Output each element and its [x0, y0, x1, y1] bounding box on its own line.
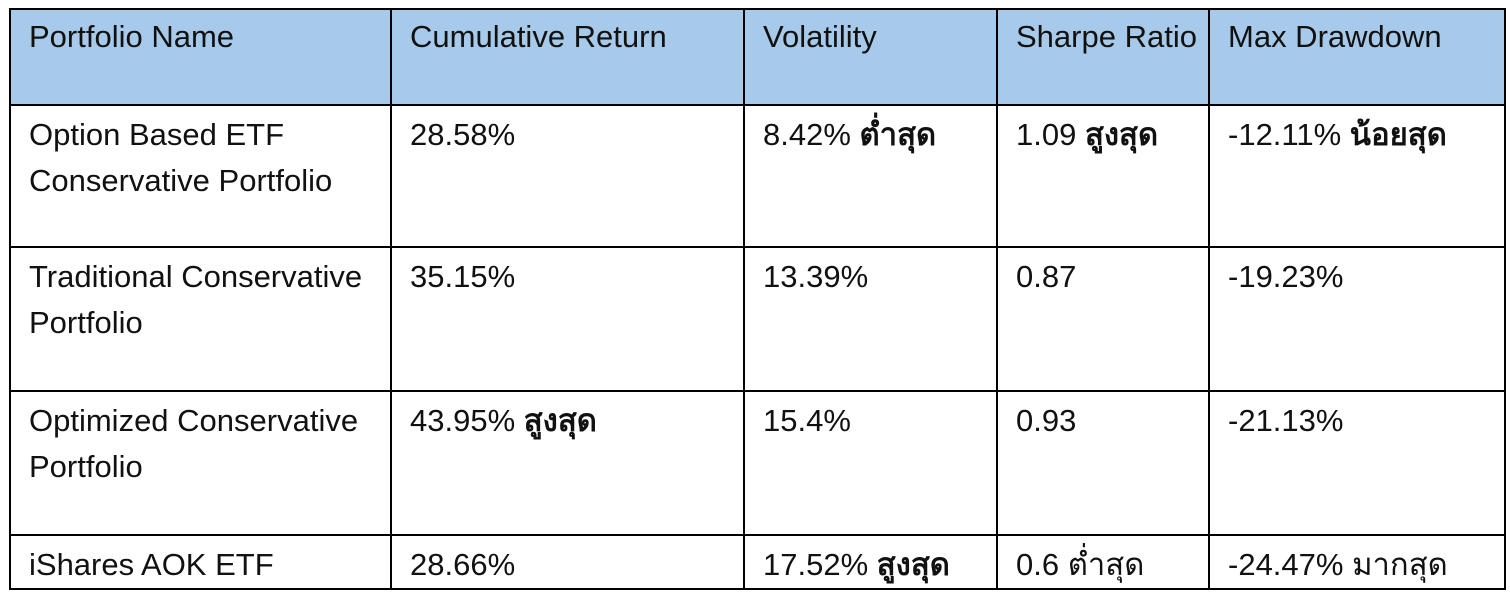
max-drawdown-cell: -12.11% น้อยสุด — [1208, 104, 1506, 248]
cumulative-return-value: 35.15% — [410, 259, 516, 294]
portfolio-name-cell: iShares AOK ETF — [9, 534, 392, 590]
volatility-value: 8.42% — [763, 117, 851, 152]
header-sharpe-ratio: Sharpe Ratio — [996, 8, 1210, 106]
volatility-cell: 13.39% — [743, 246, 998, 392]
header-portfolio-name: Portfolio Name — [9, 8, 392, 106]
volatility-value: 13.39% — [763, 259, 869, 294]
cumulative-return-cell: 35.15% — [390, 246, 745, 392]
volatility-value: 17.52% — [763, 547, 869, 582]
sharpe-ratio-cell: 0.6 ต่ำสุด — [996, 534, 1210, 590]
sharpe-ratio-value: 0.93 — [1016, 403, 1077, 438]
portfolio-name-cell: Optimized Conservative Portfolio — [9, 390, 392, 536]
sharpe-ratio-cell: 0.87 — [996, 246, 1210, 392]
cumulative-return-value: 43.95% — [410, 403, 516, 438]
max-drawdown-note: มากสุด — [1352, 547, 1448, 582]
portfolio-name-cell: Traditional Conservative Portfolio — [9, 246, 392, 392]
portfolio-name-cell: Option Based ETF Conservative Portfolio — [9, 104, 392, 248]
volatility-cell: 15.4% — [743, 390, 998, 536]
portfolio-comparison-table: Portfolio Name Cumulative Return Volatil… — [9, 8, 1506, 590]
sharpe-ratio-value: 0.87 — [1016, 259, 1077, 294]
cumulative-return-cell: 28.66% — [390, 534, 745, 590]
header-max-drawdown: Max Drawdown — [1208, 8, 1506, 106]
sharpe-ratio-value: 0.6 — [1016, 547, 1060, 582]
max-drawdown-value: -19.23% — [1228, 259, 1344, 294]
max-drawdown-cell: -21.13% — [1208, 390, 1506, 536]
sharpe-ratio-value: 1.09 — [1016, 117, 1077, 152]
header-cumulative-return: Cumulative Return — [390, 8, 745, 106]
sharpe-ratio-note: สูงสุด — [1084, 117, 1159, 152]
table-row: iShares AOK ETF 28.66% 17.52% สูงสุด 0.6… — [9, 534, 1506, 590]
table-header-row: Portfolio Name Cumulative Return Volatil… — [9, 8, 1506, 106]
volatility-note: ต่ำสุด — [859, 117, 937, 152]
cumulative-return-cell: 43.95% สูงสุด — [390, 390, 745, 536]
cumulative-return-note: สูงสุด — [523, 403, 597, 438]
cumulative-return-cell: 28.58% — [390, 104, 745, 248]
table-row: Option Based ETF Conservative Portfolio … — [9, 104, 1506, 248]
volatility-value: 15.4% — [763, 403, 851, 438]
max-drawdown-value: -12.11% — [1228, 117, 1342, 152]
cumulative-return-value: 28.58% — [410, 117, 516, 152]
table-row: Traditional Conservative Portfolio 35.15… — [9, 246, 1506, 392]
max-drawdown-value: -21.13% — [1228, 403, 1344, 438]
max-drawdown-cell: -24.47% มากสุด — [1208, 534, 1506, 590]
sharpe-ratio-cell: 0.93 — [996, 390, 1210, 536]
volatility-cell: 8.42% ต่ำสุด — [743, 104, 998, 248]
volatility-cell: 17.52% สูงสุด — [743, 534, 998, 590]
sharpe-ratio-cell: 1.09 สูงสุด — [996, 104, 1210, 248]
sharpe-ratio-note: ต่ำสุด — [1067, 547, 1145, 582]
volatility-note: สูงสุด — [876, 547, 950, 582]
table-row: Optimized Conservative Portfolio 43.95% … — [9, 390, 1506, 536]
header-volatility: Volatility — [743, 8, 998, 106]
cumulative-return-value: 28.66% — [410, 547, 516, 582]
max-drawdown-cell: -19.23% — [1208, 246, 1506, 392]
max-drawdown-value: -24.47% — [1228, 547, 1344, 582]
max-drawdown-note: น้อยสุด — [1349, 117, 1447, 152]
